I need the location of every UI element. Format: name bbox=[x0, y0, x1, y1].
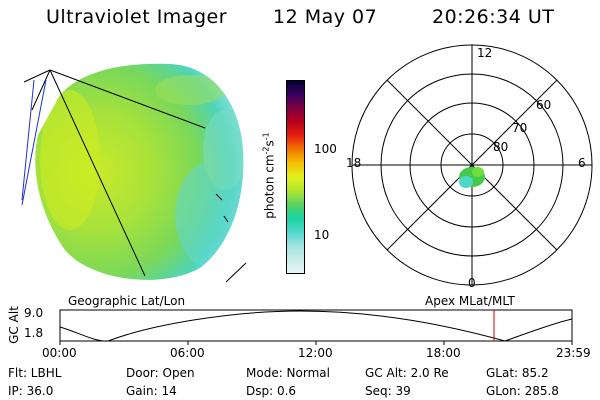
status-gc-alt: GC Alt: 2.0 Re bbox=[365, 366, 449, 380]
colorbar-tick-10: 10 bbox=[314, 228, 330, 242]
timeline-panel bbox=[59, 309, 573, 345]
gc-alt-tick-9: 9.0 bbox=[24, 306, 44, 320]
gc-alt-tick-1-8: 1.8 bbox=[24, 326, 44, 340]
auroral-image bbox=[21, 63, 247, 283]
geographic-title: Geographic Lat/Lon bbox=[68, 294, 186, 308]
polar-axis-diagonal bbox=[386, 79, 558, 251]
date-label: 12 May 07 bbox=[273, 6, 378, 28]
limb-line bbox=[31, 69, 51, 111]
polar-aurora-blob bbox=[459, 167, 485, 188]
timeline-frame bbox=[59, 309, 573, 342]
x-tick-1200: 12:00 bbox=[298, 346, 333, 360]
tick-mark bbox=[223, 215, 229, 223]
mlt-label-12: 12 bbox=[477, 46, 493, 60]
colorbar-tick-100: 100 bbox=[314, 142, 337, 156]
status-seq: Seq: 39 bbox=[365, 384, 411, 398]
terminator-line bbox=[21, 79, 47, 206]
status-glon: GLon: 285.8 bbox=[486, 384, 559, 398]
mlt-label-18: 18 bbox=[346, 156, 362, 170]
status-dsp: Dsp: 0.6 bbox=[246, 384, 297, 398]
tick-mark bbox=[225, 262, 247, 283]
gc-alt-curve bbox=[59, 310, 573, 342]
lat-label-70: 70 bbox=[512, 121, 528, 135]
gc-alt-axis-label: GC Alt bbox=[7, 306, 21, 344]
intensity-colorbar bbox=[286, 80, 305, 274]
lat-label-80: 80 bbox=[493, 140, 509, 154]
status-glat: GLat: 85.2 bbox=[486, 366, 549, 380]
status-door: Door: Open bbox=[126, 366, 195, 380]
x-tick-2359: 23:59 bbox=[556, 346, 591, 360]
mlt-label-6: 6 bbox=[578, 156, 586, 170]
limb-line bbox=[23, 69, 51, 83]
tick-mark bbox=[215, 193, 223, 201]
colorbar-unit-label: photon cm-2s-1 bbox=[261, 132, 277, 219]
terminator-line bbox=[21, 79, 35, 201]
status-filter: Flt: LBHL bbox=[8, 366, 62, 380]
lat-label-60: 60 bbox=[536, 98, 552, 112]
status-ip: IP: 36.0 bbox=[8, 384, 54, 398]
time-label: 20:26:34 UT bbox=[432, 6, 555, 28]
instrument-title: Ultraviolet Imager bbox=[46, 6, 228, 28]
image-speckle bbox=[40, 75, 244, 270]
x-tick-0000: 00:00 bbox=[42, 346, 77, 360]
status-mode: Mode: Normal bbox=[246, 366, 330, 380]
x-tick-0600: 06:00 bbox=[170, 346, 205, 360]
polar-plot bbox=[351, 44, 593, 286]
mlt-label-0: 0 bbox=[468, 276, 476, 290]
apex-title: Apex MLat/MLT bbox=[425, 294, 515, 308]
x-tick-1800: 18:00 bbox=[426, 346, 461, 360]
status-gain: Gain: 14 bbox=[126, 384, 177, 398]
limb-line bbox=[49, 69, 206, 129]
limb-line bbox=[49, 69, 146, 277]
